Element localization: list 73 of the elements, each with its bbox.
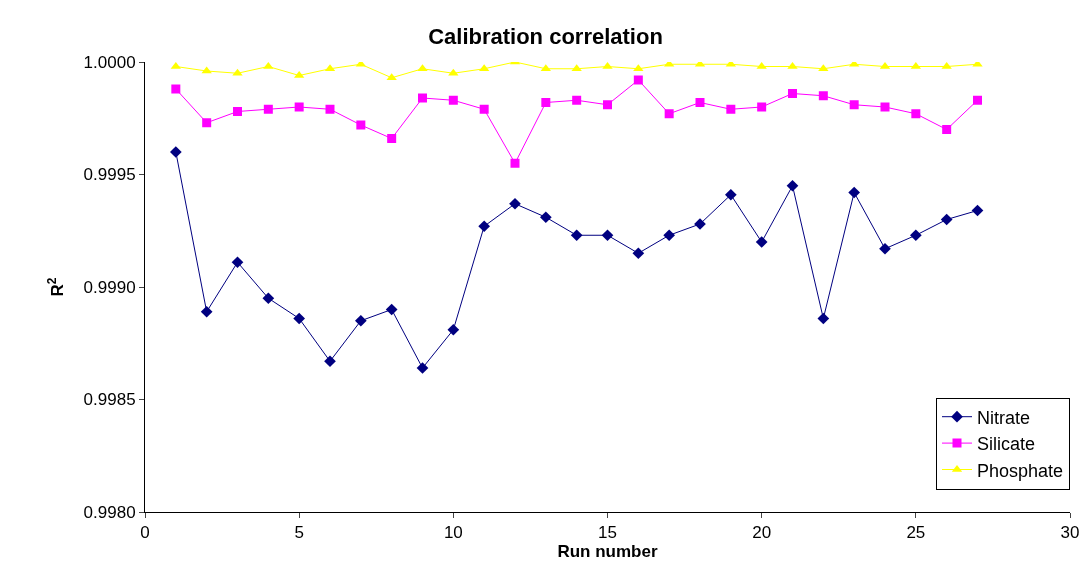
point bbox=[354, 314, 367, 327]
point bbox=[510, 158, 520, 168]
point bbox=[603, 100, 612, 110]
legend-label: Phosphate bbox=[977, 460, 1064, 481]
point bbox=[387, 134, 397, 143]
point bbox=[233, 107, 242, 116]
point bbox=[325, 104, 335, 114]
x-tick-label: 10 bbox=[443, 523, 463, 543]
x-axis-title: Run number bbox=[557, 542, 658, 562]
point bbox=[755, 236, 768, 248]
point bbox=[880, 102, 890, 112]
point bbox=[356, 120, 366, 130]
point bbox=[202, 118, 212, 128]
point bbox=[416, 362, 429, 374]
point bbox=[909, 229, 922, 242]
point bbox=[262, 292, 275, 305]
point bbox=[663, 229, 676, 242]
point bbox=[385, 303, 398, 316]
point bbox=[664, 109, 674, 119]
point bbox=[818, 91, 828, 101]
point bbox=[539, 211, 552, 224]
legend-label: Silicate bbox=[977, 434, 1036, 455]
point bbox=[633, 75, 643, 85]
point bbox=[695, 98, 705, 107]
point bbox=[263, 104, 273, 114]
point bbox=[940, 213, 953, 226]
point bbox=[231, 256, 244, 269]
point bbox=[879, 242, 891, 255]
point bbox=[911, 109, 921, 119]
point bbox=[293, 312, 306, 325]
point bbox=[171, 84, 181, 94]
point bbox=[200, 305, 213, 318]
point bbox=[541, 98, 551, 107]
point bbox=[786, 179, 799, 192]
point bbox=[724, 188, 737, 201]
point bbox=[448, 95, 458, 105]
point bbox=[848, 186, 861, 199]
point bbox=[418, 93, 427, 103]
point bbox=[294, 102, 304, 112]
y-tick-label: 1.0000 bbox=[83, 52, 136, 72]
point bbox=[570, 229, 583, 242]
y-tick-label: 0.9995 bbox=[83, 165, 136, 185]
point bbox=[601, 229, 614, 242]
point bbox=[479, 104, 489, 114]
point bbox=[849, 100, 859, 110]
legend-label: Nitrate bbox=[977, 407, 1031, 428]
point bbox=[726, 104, 736, 114]
x-tick-label: 25 bbox=[906, 523, 926, 543]
point bbox=[572, 95, 582, 105]
point bbox=[169, 146, 182, 158]
point bbox=[817, 312, 830, 325]
x-tick-label: 15 bbox=[598, 523, 617, 543]
point bbox=[757, 102, 767, 112]
point bbox=[942, 125, 952, 134]
y-tick-label: 0.9985 bbox=[83, 390, 136, 410]
x-tick-label: 0 bbox=[140, 523, 150, 543]
chart-title: Calibration correlation bbox=[428, 24, 663, 49]
point bbox=[478, 220, 491, 233]
point bbox=[201, 66, 212, 74]
point bbox=[448, 68, 459, 76]
x-tick-label: 20 bbox=[752, 523, 772, 543]
point bbox=[632, 247, 645, 260]
point bbox=[973, 95, 982, 105]
point bbox=[232, 68, 243, 76]
y-tick-label: 0.9980 bbox=[83, 502, 136, 522]
point bbox=[447, 323, 460, 336]
y-tick-label: 0.9990 bbox=[83, 277, 136, 297]
point bbox=[509, 197, 521, 210]
point bbox=[788, 89, 797, 98]
x-tick-label: 5 bbox=[294, 523, 304, 543]
point bbox=[324, 355, 336, 368]
x-tick-label: 30 bbox=[1060, 523, 1080, 543]
point bbox=[971, 204, 984, 217]
